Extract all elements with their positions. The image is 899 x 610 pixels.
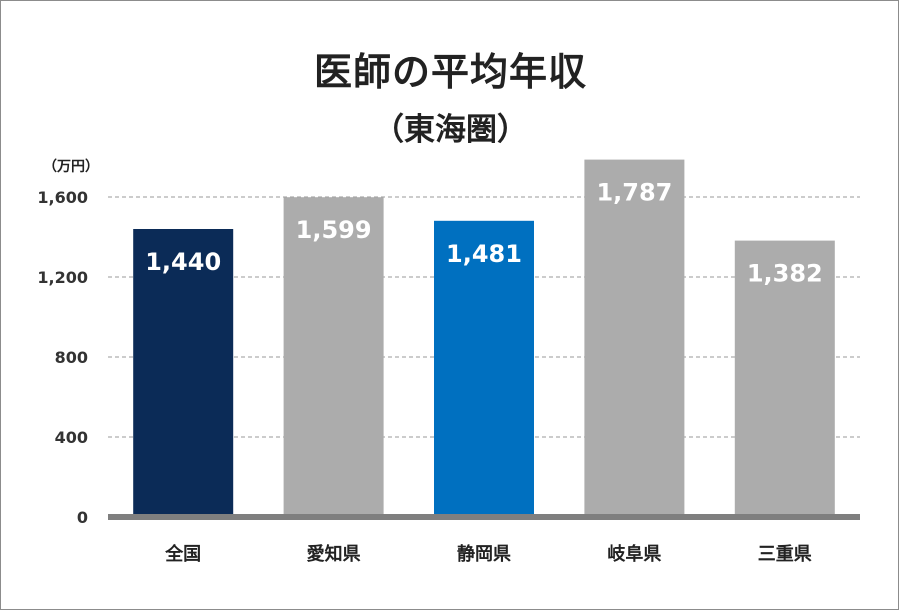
bar (584, 159, 685, 517)
x-tick-label: 岐阜県 (607, 543, 661, 565)
data-label: 1,787 (596, 179, 672, 207)
bar (734, 240, 835, 517)
data-label: 1,481 (446, 240, 522, 268)
bar (283, 197, 384, 517)
y-axis-unit-label: （万円） (43, 159, 99, 175)
x-tick-label: 静岡県 (457, 543, 511, 565)
chart-subtitle: （東海圏） (373, 112, 528, 148)
chart-title: 医師の平均年収 (313, 50, 587, 94)
y-tick-label: 1,200 (37, 268, 88, 287)
x-tick-label: 全国 (164, 543, 201, 565)
data-label: 1,599 (296, 216, 372, 244)
bar (434, 220, 534, 518)
x-tick-label: 三重県 (758, 543, 812, 565)
x-tick-label: 愛知県 (307, 543, 361, 565)
y-tick-label: 1,600 (37, 188, 88, 207)
bar (133, 229, 234, 517)
data-label: 1,382 (747, 260, 823, 288)
y-tick-label: 400 (55, 428, 88, 447)
y-tick-label: 0 (77, 508, 88, 527)
x-axis-line (108, 514, 860, 520)
y-tick-label: 800 (55, 348, 88, 367)
data-label: 1,440 (145, 248, 221, 276)
